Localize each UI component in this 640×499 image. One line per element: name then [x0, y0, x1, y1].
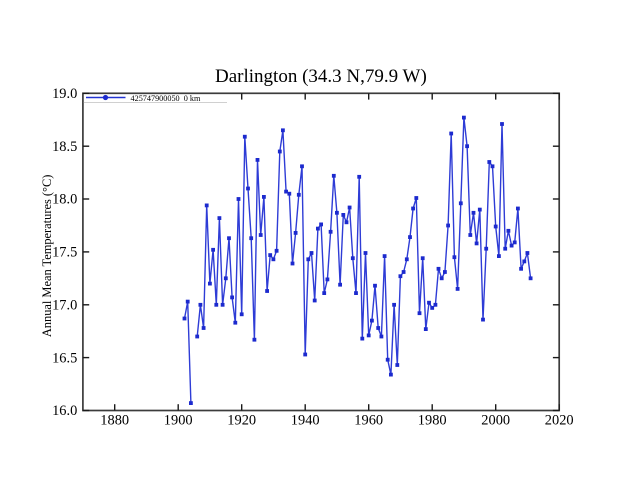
svg-text:2000: 2000: [481, 413, 510, 429]
svg-text:425747900050 0 km: 425747900050 0 km: [131, 94, 201, 103]
svg-text:1960: 1960: [354, 413, 383, 429]
svg-text:1980: 1980: [418, 413, 447, 429]
svg-text:1880: 1880: [100, 413, 129, 429]
svg-text:18.0: 18.0: [52, 192, 77, 208]
svg-text:19.0: 19.0: [52, 86, 77, 102]
svg-text:17.0: 17.0: [52, 298, 77, 314]
svg-text:16.0: 16.0: [52, 403, 77, 419]
svg-text:17.5: 17.5: [52, 245, 77, 261]
svg-text:Darlington (34.3 N,79.9 W): Darlington (34.3 N,79.9 W): [215, 66, 427, 87]
svg-text:1940: 1940: [291, 413, 320, 429]
svg-text:1900: 1900: [164, 413, 193, 429]
svg-text:2020: 2020: [545, 413, 574, 429]
svg-text:16.5: 16.5: [52, 350, 77, 366]
svg-text:18.5: 18.5: [52, 139, 77, 155]
svg-text:Annual Mean Temperatures (°C): Annual Mean Temperatures (°C): [40, 175, 54, 337]
svg-text:1920: 1920: [227, 413, 256, 429]
